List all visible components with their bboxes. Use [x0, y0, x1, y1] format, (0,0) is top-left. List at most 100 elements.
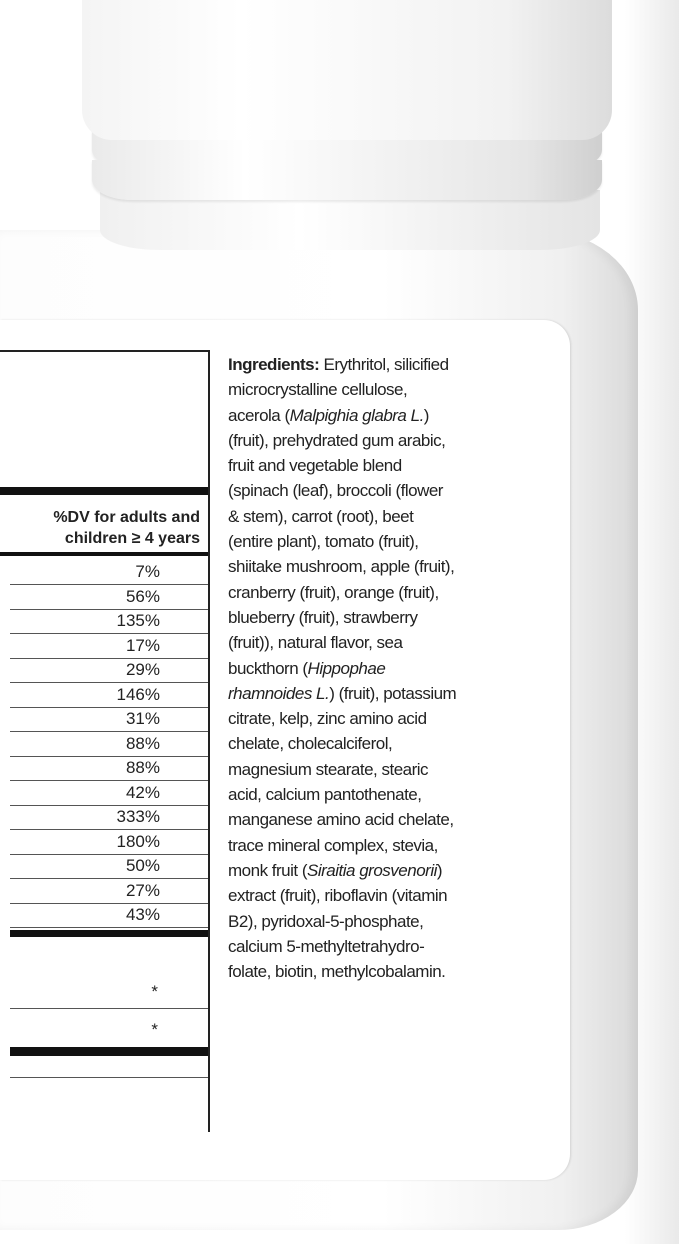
ingredients-line: buckthorn (Hippophae [228, 656, 563, 681]
ingredients-line: acerola (Malpighia glabra L.) [228, 403, 563, 428]
ingredients-line: calcium 5-methyltetrahydro- [228, 934, 563, 959]
dv-value: * [151, 1020, 158, 1039]
product-label: %DV for adults and children ≥ 4 years 7%… [0, 320, 570, 1180]
dv-header-line: children ≥ 4 years [64, 530, 200, 547]
table-row: 180% [10, 830, 208, 855]
table-row: 56% [10, 585, 208, 610]
ingredients-line: trace mineral complex, stevia, [228, 833, 563, 858]
dv-value: 146% [116, 684, 160, 704]
dv-value: 180% [116, 831, 160, 851]
table-divider [10, 930, 208, 937]
ingredients-segment: cranberry (fruit), orange (fruit), [228, 582, 439, 602]
ingredients-segment: (spinach (leaf), broccoli (flower [228, 481, 443, 501]
dv-value: 27% [125, 880, 160, 900]
table-row: 333% [10, 805, 208, 830]
ingredients-line: cranberry (fruit), orange (fruit), [228, 580, 563, 605]
ingredients-segment: Ingredients: [228, 355, 320, 374]
ingredients-line: Ingredients: Erythritol, silicified [228, 352, 563, 377]
ingredients-segment: trace mineral complex, stevia, [228, 835, 438, 855]
dv-header-line: %DV for adults and [53, 509, 200, 526]
ingredients-segment: (fruit)), natural flavor, sea [228, 633, 403, 653]
table-row: 146% [10, 683, 208, 708]
dv-value: 43% [125, 905, 160, 924]
dv-value: 29% [125, 660, 160, 679]
ingredients-segment: Hippophae [307, 658, 386, 678]
ingredients-segment: chelate, cholecalciferol, [228, 734, 393, 754]
ingredients-line: (fruit), prehydrated gum arabic, [228, 428, 563, 453]
table-row [10, 1067, 208, 1078]
dv-value: 333% [116, 807, 160, 826]
ingredients-segment: & stem), carrot (root), beet [228, 506, 414, 526]
table-row: 88% [10, 732, 208, 757]
ingredients-segment: calcium 5-methyltetrahydro- [228, 936, 425, 956]
ingredients-segment: acerola ( [228, 405, 290, 425]
table-row: 27% [10, 879, 208, 904]
ingredients-segment: citrate, kelp, zinc amino acid [228, 709, 427, 729]
dv-value: 31% [125, 709, 160, 728]
bottle-cap [82, 0, 612, 140]
dv-value: 135% [116, 611, 160, 630]
ingredients-text: Ingredients: Erythritol, silicified micro… [228, 352, 563, 984]
ingredients-segment: rhamnoides L. [228, 683, 330, 703]
supplement-facts-table: %DV for adults and children ≥ 4 years 7%… [0, 350, 210, 1132]
dv-value: 88% [125, 733, 160, 753]
table-row: 43% [10, 903, 208, 928]
dv-value: * [151, 982, 158, 1001]
ingredients-segment: microcrystalline cellulose, [228, 380, 408, 400]
dv-header: %DV for adults and children ≥ 4 years [30, 507, 200, 549]
table-row: 7% [10, 560, 208, 585]
ingredients-segment: (fruit), prehydrated gum arabic, [228, 430, 446, 450]
table-divider [10, 1047, 208, 1056]
table-row: 50% [10, 854, 208, 879]
ingredients-line: (fruit)), natural flavor, sea [228, 630, 563, 655]
ingredients-line: shiitake mushroom, apple (fruit), [228, 554, 563, 579]
ingredients-line: chelate, cholecalciferol, [228, 731, 563, 756]
ingredients-segment: acid, calcium pantothenate, [228, 785, 422, 805]
ingredients-segment: extract (fruit), riboflavin (vitamin [228, 886, 448, 906]
table-row: 29% [10, 658, 208, 683]
table-divider [0, 552, 208, 556]
dv-value: 56% [125, 586, 160, 606]
ingredients-line: acid, calcium pantothenate, [228, 782, 563, 807]
dv-value: 88% [125, 758, 160, 777]
table-row: 17% [10, 634, 208, 659]
ingredients-line: (spinach (leaf), broccoli (flower [228, 478, 563, 503]
table-divider [0, 487, 208, 495]
ingredients-line: (entire plant), tomato (fruit), [228, 529, 563, 554]
ingredients-segment: ) (fruit), potassium [329, 683, 457, 703]
dv-value: 17% [125, 635, 160, 655]
bottle-neck [100, 190, 600, 250]
ingredients-segment: ) [423, 405, 430, 425]
ingredients-segment: buckthorn ( [228, 658, 308, 678]
ingredients-line: magnesium stearate, stearic [228, 757, 563, 782]
ingredients-segment: shiitake mushroom, apple (fruit), [228, 557, 455, 577]
ingredients-line: manganese amino acid chelate, [228, 807, 563, 832]
ingredients-line: monk fruit (Siraitia grosvenorii) [228, 858, 563, 883]
ingredients-segment: Siraitia grosvenorii [307, 860, 437, 880]
table-row [10, 982, 208, 1009]
table-row: 42% [10, 781, 208, 806]
ingredients-segment: manganese amino acid chelate, [228, 810, 454, 830]
table-row: 135% [10, 609, 208, 634]
table-row: 31% [10, 707, 208, 732]
ingredients-segment: Erythritol, silicified [319, 355, 450, 374]
ingredients-line: extract (fruit), riboflavin (vitamin [228, 883, 563, 908]
ingredients-segment: fruit and vegetable blend [228, 456, 402, 476]
ingredients-line: citrate, kelp, zinc amino acid [228, 706, 563, 731]
ingredients-segment: monk fruit ( [228, 860, 308, 880]
cap-ring [92, 160, 602, 200]
ingredients-segment: magnesium stearate, stearic [228, 759, 429, 779]
ingredients-line: folate, biotin, methylcobalamin. [228, 959, 563, 984]
ingredients-line: & stem), carrot (root), beet [228, 504, 563, 529]
dv-value: 42% [125, 782, 160, 802]
ingredients-segment: folate, biotin, methylcobalamin. [228, 962, 446, 982]
dv-value: 50% [125, 856, 160, 875]
table-row: 88% [10, 756, 208, 781]
ingredients-segment: B2), pyridoxal-5-phosphate, [228, 911, 424, 931]
ingredients-line: fruit and vegetable blend [228, 453, 563, 478]
dv-value: 7% [135, 562, 160, 581]
ingredients-segment: Malpighia glabra L. [289, 405, 425, 425]
ingredients-line: blueberry (fruit), strawberry [228, 605, 563, 630]
ingredients-line: microcrystalline cellulose, [228, 377, 563, 402]
ingredients-line: B2), pyridoxal-5-phosphate, [228, 909, 563, 934]
